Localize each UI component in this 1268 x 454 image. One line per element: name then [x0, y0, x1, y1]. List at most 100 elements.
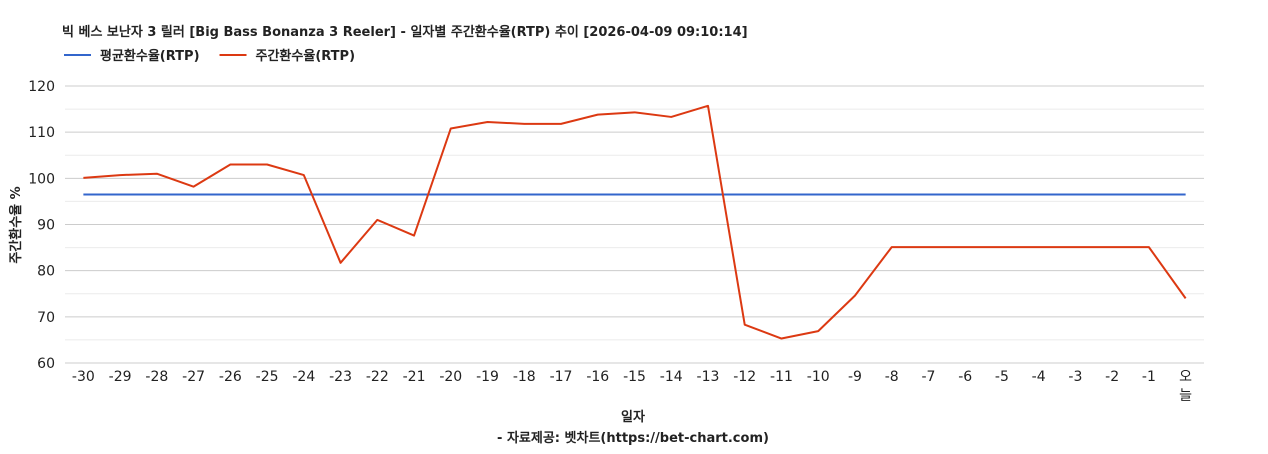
legend-label-2: 주간환수율(RTP) [256, 48, 356, 64]
x-tick-label: -6 [958, 369, 972, 385]
legend: 평균환수율(RTP) 주간환수율(RTP) [64, 48, 355, 64]
y-tick-label: 70 [37, 310, 55, 326]
data-point [1000, 245, 1004, 249]
x-tick-label: -16 [586, 369, 609, 385]
data-point [669, 192, 673, 196]
data-point [596, 113, 600, 117]
data-point [779, 192, 783, 196]
x-tick-label: -27 [182, 369, 205, 385]
data-point [1073, 245, 1077, 249]
data-point [633, 192, 637, 196]
x-tick-label: -14 [660, 369, 683, 385]
data-point [1000, 192, 1004, 196]
x-tick-label: -29 [109, 369, 132, 385]
x-tick-label: -30 [72, 369, 95, 385]
data-point [926, 192, 930, 196]
x-tick-label: -4 [1032, 369, 1046, 385]
series-line-2 [83, 104, 1187, 340]
data-point [192, 192, 196, 196]
data-point [1184, 192, 1188, 196]
x-tick-label: -3 [1068, 369, 1082, 385]
data-point [926, 245, 930, 249]
data-point [486, 192, 490, 196]
y-tick-label: 110 [28, 125, 55, 141]
data-point [963, 245, 967, 249]
data-point [228, 192, 232, 196]
data-point [486, 120, 490, 124]
data-point [890, 192, 894, 196]
data-point [743, 192, 747, 196]
data-point [1110, 192, 1114, 196]
data-point [633, 110, 637, 114]
chart-title: 빅 베스 보난자 3 릴러 [Big Bass Bonanza 3 Reeler… [62, 24, 748, 40]
data-point [963, 192, 967, 196]
x-tick-label: -26 [219, 369, 242, 385]
data-point [1184, 296, 1188, 300]
data-point [779, 337, 783, 341]
data-point [118, 173, 122, 177]
y-tick-label: 90 [37, 218, 55, 234]
x-tick-label: -23 [329, 369, 352, 385]
data-point [412, 234, 416, 238]
data-point [853, 294, 857, 298]
x-tick-label: -11 [770, 369, 793, 385]
x-tick-label: -8 [885, 369, 899, 385]
data-point [522, 192, 526, 196]
x-tick-label: -21 [403, 369, 426, 385]
data-point [890, 245, 894, 249]
data-point [375, 218, 379, 222]
y-tick-label: 80 [37, 264, 55, 280]
series-layer [81, 104, 1188, 341]
data-point [265, 192, 269, 196]
x-tick-label: -1 [1142, 369, 1156, 385]
x-tick-label: -15 [623, 369, 646, 385]
gridlines [65, 85, 1204, 364]
x-tick-label: -24 [292, 369, 315, 385]
data-point [853, 192, 857, 196]
y-axis-label: 주간환수율 % [8, 186, 24, 263]
x-tick-label: -28 [145, 369, 168, 385]
legend-label-1: 평균환수율(RTP) [100, 48, 200, 64]
data-point [155, 172, 159, 176]
data-point [1147, 192, 1151, 196]
data-point [816, 329, 820, 333]
x-tick-label: -25 [256, 369, 279, 385]
data-point [1037, 192, 1041, 196]
data-point [743, 323, 747, 327]
y-tick-label: 60 [37, 356, 55, 372]
x-tick-label: -9 [848, 369, 862, 385]
data-point [81, 192, 85, 196]
data-point [1110, 245, 1114, 249]
data-point [192, 185, 196, 189]
x-tick-label: -10 [807, 369, 830, 385]
y-tick-label: 120 [28, 79, 55, 95]
x-tick-label: -13 [697, 369, 720, 385]
data-point [155, 192, 159, 196]
x-tick-label: -2 [1105, 369, 1119, 385]
data-point [1147, 245, 1151, 249]
data-point [81, 176, 85, 180]
x-tick-label: -22 [366, 369, 389, 385]
data-point [522, 122, 526, 126]
x-tick-label: -5 [995, 369, 1009, 385]
data-point [302, 192, 306, 196]
data-point [302, 173, 306, 177]
data-point [559, 122, 563, 126]
data-point [1073, 192, 1077, 196]
data-point [339, 261, 343, 265]
x-tick-label: -19 [476, 369, 499, 385]
data-point [669, 115, 673, 119]
x-tick-label: -7 [921, 369, 935, 385]
data-point [816, 192, 820, 196]
data-point [412, 192, 416, 196]
x-tick-label: -20 [439, 369, 462, 385]
y-axis-ticks: 60 70 80 90 100 110 120 [28, 79, 55, 372]
data-point [375, 192, 379, 196]
data-point [339, 192, 343, 196]
data-point [228, 162, 232, 166]
data-point [449, 192, 453, 196]
data-point [706, 104, 710, 108]
